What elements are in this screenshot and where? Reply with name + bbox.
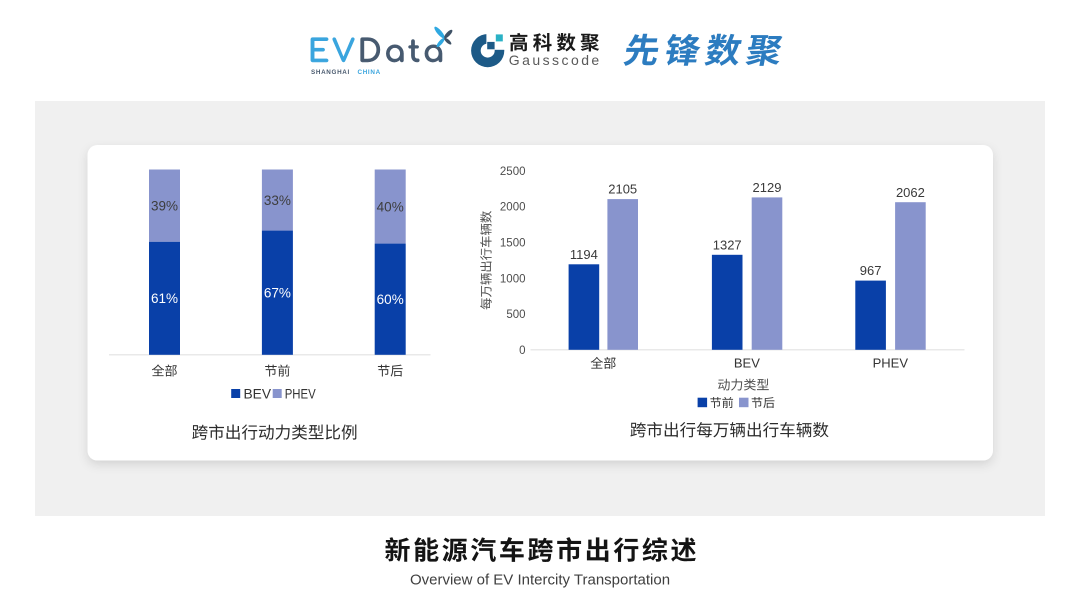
svg-text:0: 0	[519, 345, 525, 357]
svg-text:CHINA: CHINA	[358, 69, 381, 76]
svg-text:61%: 61%	[151, 291, 178, 306]
svg-text:967: 967	[860, 263, 882, 278]
svg-text:PHEV: PHEV	[873, 356, 909, 371]
svg-text:Overview of EV Intercity Trans: Overview of EV Intercity Transportation	[410, 572, 670, 589]
svg-text:1000: 1000	[500, 273, 526, 285]
svg-text:BEV: BEV	[244, 386, 272, 401]
svg-text:1500: 1500	[500, 238, 526, 250]
svg-text:2000: 2000	[500, 202, 526, 214]
svg-text:39%: 39%	[151, 199, 178, 214]
svg-text:60%: 60%	[377, 292, 404, 307]
svg-text:2105: 2105	[608, 182, 637, 197]
svg-text:500: 500	[506, 309, 525, 321]
svg-text:BEV: BEV	[734, 356, 760, 371]
svg-text:33%: 33%	[264, 193, 291, 208]
svg-text:2129: 2129	[753, 180, 782, 195]
svg-text:PHEV: PHEV	[285, 386, 316, 401]
svg-text:40%: 40%	[377, 199, 404, 214]
svg-text:2062: 2062	[896, 185, 925, 200]
svg-text:1327: 1327	[713, 237, 742, 252]
svg-text:2500: 2500	[500, 166, 526, 178]
svg-text:67%: 67%	[264, 286, 291, 301]
svg-text:Gausscode: Gausscode	[509, 52, 602, 68]
svg-text:1194: 1194	[570, 247, 598, 262]
svg-text:SHANGHAI: SHANGHAI	[311, 69, 350, 76]
